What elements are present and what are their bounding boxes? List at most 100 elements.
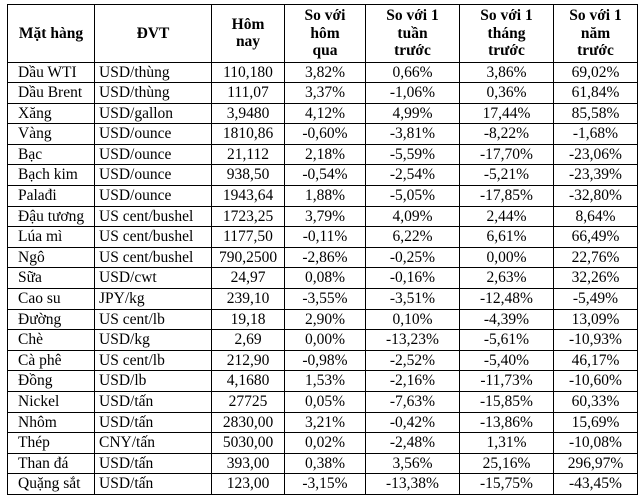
- change-vs-year-cell: 13,09%: [553, 308, 638, 331]
- change-vs-year-cell: -43,45%: [553, 473, 638, 495]
- change-vs-month-cell: -17,85%: [459, 185, 554, 207]
- change-vs-yesterday-cell: 0,00%: [284, 329, 366, 351]
- today-price-cell: 1723,25: [211, 205, 285, 228]
- table-row: Ngô US cent/bushel 790,2500 -2,86% -0,25% 0,0…: [7, 246, 638, 269]
- change-vs-yesterday-cell: 1,88%: [284, 185, 366, 207]
- today-price-cell: 1943,64: [211, 185, 285, 207]
- commodity-name-cell: Cao su: [7, 288, 95, 310]
- unit-cell: USD/ounce: [94, 185, 212, 207]
- table-row: Than đá USD/tấn 393,00 0,38% 3,56% 25,16% 296,…: [7, 452, 638, 475]
- today-price-cell: 1810,86: [211, 123, 285, 145]
- unit-cell: USD/kg: [94, 329, 212, 351]
- commodity-name-cell: Cà phê: [7, 349, 95, 372]
- change-vs-year-cell: 85,58%: [553, 102, 638, 125]
- today-price-cell: 938,50: [211, 164, 285, 187]
- commodity-name-cell: Nhôm: [7, 411, 95, 434]
- change-vs-week-cell: -5,05%: [365, 185, 460, 207]
- today-price-cell: 2830,00: [211, 411, 285, 434]
- table-row: Đồng USD/lb 4,1680 1,53% -2,16% -11,73% -10,60…: [7, 370, 638, 392]
- commodity-name-cell: Lúa mì: [7, 226, 95, 248]
- table-body: Dầu WTI USD/thùng 110,180 3,82% 0,66% 3,86% 69…: [7, 61, 638, 495]
- commodity-name-cell: Palađi: [7, 185, 95, 207]
- table-row: Bạch kim USD/ounce 938,50 -0,54% -2,54% -5,21…: [7, 164, 638, 187]
- change-vs-week-cell: 0,66%: [365, 61, 460, 84]
- change-vs-month-cell: -4,39%: [459, 308, 554, 331]
- table-row: Cà phê US cent/lb 212,90 -0,98% -2,52% -5,40%…: [7, 349, 638, 372]
- table-row: Xăng USD/gallon 3,9480 4,12% 4,99% 17,44% 85,5…: [7, 102, 638, 125]
- change-vs-year-cell: -23,06%: [553, 143, 638, 166]
- column-header-vs-year-ago: So với 1 năm trước: [553, 4, 638, 63]
- change-vs-yesterday-cell: -0,54%: [284, 164, 366, 187]
- change-vs-month-cell: -8,22%: [459, 123, 554, 145]
- unit-cell: USD/thùng: [94, 82, 212, 104]
- unit-cell: US cent/lb: [94, 308, 212, 331]
- change-vs-yesterday-cell: -0,98%: [284, 349, 366, 372]
- commodity-name-cell: Bạc: [7, 143, 95, 166]
- table-row: Thép CNY/tấn 5030,00 0,02% -2,48% 1,31% -10,08…: [7, 432, 638, 454]
- table-row: Cao su JPY/kg 239,10 -3,55% -3,51% -12,48% -5,…: [7, 288, 638, 310]
- change-vs-month-cell: -11,73%: [459, 370, 554, 392]
- commodity-name-cell: Đồng: [7, 370, 95, 392]
- change-vs-year-cell: -32,80%: [553, 185, 638, 207]
- table-row: Quặng sắt USD/tấn 123,00 -3,15% -13,38% -15,7…: [7, 473, 638, 495]
- change-vs-year-cell: -10,60%: [553, 370, 638, 392]
- unit-cell: US cent/lb: [94, 349, 212, 372]
- change-vs-yesterday-cell: 0,38%: [284, 452, 366, 475]
- change-vs-month-cell: 2,63%: [459, 267, 554, 290]
- column-header-today: Hôm nay: [211, 4, 285, 63]
- today-price-cell: 123,00: [211, 473, 285, 495]
- change-vs-yesterday-cell: -3,55%: [284, 288, 366, 310]
- table-row: Sữa USD/cwt 24,97 0,08% -0,16% 2,63% 32,26%: [7, 267, 638, 290]
- change-vs-week-cell: -13,38%: [365, 473, 460, 495]
- change-vs-month-cell: 0,00%: [459, 246, 554, 269]
- table-row: Dầu Brent USD/thùng 111,07 3,37% -1,06% 0,36%…: [7, 82, 638, 104]
- table-row: Vàng USD/ounce 1810,86 -0,60% -3,81% -8,22% -1…: [7, 123, 638, 145]
- change-vs-month-cell: 1,31%: [459, 432, 554, 454]
- change-vs-month-cell: -5,21%: [459, 164, 554, 187]
- change-vs-yesterday-cell: 3,21%: [284, 411, 366, 434]
- change-vs-year-cell: 66,49%: [553, 226, 638, 248]
- change-vs-year-cell: 296,97%: [553, 452, 638, 475]
- table-row: Dầu WTI USD/thùng 110,180 3,82% 0,66% 3,86% 69…: [7, 61, 638, 84]
- commodity-name-cell: Thép: [7, 432, 95, 454]
- today-price-cell: 239,10: [211, 288, 285, 310]
- change-vs-month-cell: -17,70%: [459, 143, 554, 166]
- change-vs-week-cell: -1,06%: [365, 82, 460, 104]
- change-vs-week-cell: -0,42%: [365, 411, 460, 434]
- change-vs-year-cell: 69,02%: [553, 61, 638, 84]
- today-price-cell: 111,07: [211, 82, 285, 104]
- change-vs-week-cell: -2,16%: [365, 370, 460, 392]
- change-vs-yesterday-cell: 3,79%: [284, 205, 366, 228]
- unit-cell: USD/cwt: [94, 267, 212, 290]
- commodity-name-cell: Đậu tương: [7, 205, 95, 228]
- change-vs-week-cell: -2,52%: [365, 349, 460, 372]
- table-row: Nickel USD/tấn 27725 0,05% -7,63% -15,85% 60,3…: [7, 391, 638, 413]
- commodity-name-cell: Than đá: [7, 452, 95, 475]
- change-vs-week-cell: 4,99%: [365, 102, 460, 125]
- change-vs-yesterday-cell: -0,11%: [284, 226, 366, 248]
- change-vs-week-cell: -2,54%: [365, 164, 460, 187]
- change-vs-month-cell: 0,36%: [459, 82, 554, 104]
- change-vs-week-cell: 4,09%: [365, 205, 460, 228]
- change-vs-week-cell: 6,22%: [365, 226, 460, 248]
- today-price-cell: 19,18: [211, 308, 285, 331]
- commodity-price-table: Mặt hàng ĐVT Hôm nay So với hôm qua So v…: [7, 4, 638, 495]
- table-row: Chè USD/kg 2,69 0,00% -13,23% -5,61% -10,93%: [7, 329, 638, 351]
- change-vs-month-cell: -5,40%: [459, 349, 554, 372]
- change-vs-month-cell: 3,86%: [459, 61, 554, 84]
- change-vs-year-cell: 32,26%: [553, 267, 638, 290]
- change-vs-yesterday-cell: 1,53%: [284, 370, 366, 392]
- change-vs-year-cell: 15,69%: [553, 411, 638, 434]
- today-price-cell: 4,1680: [211, 370, 285, 392]
- unit-cell: US cent/bushel: [94, 205, 212, 228]
- today-price-cell: 24,97: [211, 267, 285, 290]
- change-vs-yesterday-cell: -0,60%: [284, 123, 366, 145]
- unit-cell: CNY/tấn: [94, 432, 212, 454]
- change-vs-week-cell: -13,23%: [365, 329, 460, 351]
- change-vs-year-cell: -1,68%: [553, 123, 638, 145]
- change-vs-year-cell: -5,49%: [553, 288, 638, 310]
- commodity-name-cell: Nickel: [7, 391, 95, 413]
- header-row: Mặt hàng ĐVT Hôm nay So với hôm qua So v…: [7, 4, 638, 63]
- change-vs-year-cell: -10,08%: [553, 432, 638, 454]
- change-vs-yesterday-cell: 3,82%: [284, 61, 366, 84]
